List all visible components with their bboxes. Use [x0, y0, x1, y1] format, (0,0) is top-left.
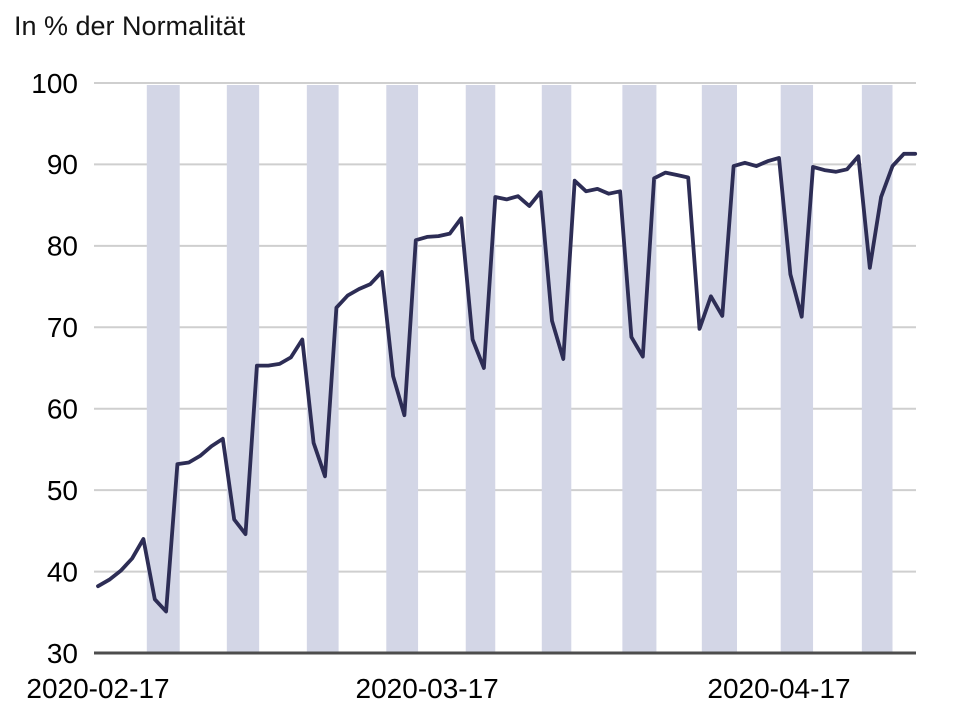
y-tick-label: 90: [47, 149, 78, 180]
y-tick-label: 50: [47, 475, 78, 506]
weekend-band: [146, 85, 180, 652]
y-tick-label: 80: [47, 231, 78, 262]
x-tick-label: 2020-03-17: [356, 673, 499, 704]
x-tick-label: 2020-04-17: [707, 673, 850, 704]
y-axis-unit-label: In % der Normalität: [14, 11, 246, 41]
weekend-band: [622, 85, 657, 652]
data-line: [96, 151, 918, 614]
y-tick-label: 100: [31, 68, 78, 99]
y-tick-label: 60: [47, 394, 78, 425]
x-tick-label: 2020-02-17: [26, 673, 169, 704]
y-tick-label: 30: [47, 638, 78, 669]
weekend-band: [226, 85, 260, 652]
y-tick-label: 70: [47, 312, 78, 343]
weekend-band: [861, 85, 893, 652]
weekend-band: [465, 85, 496, 652]
weekend-band: [780, 85, 814, 652]
weekend-band: [541, 85, 572, 652]
y-tick-label: 40: [47, 556, 78, 587]
